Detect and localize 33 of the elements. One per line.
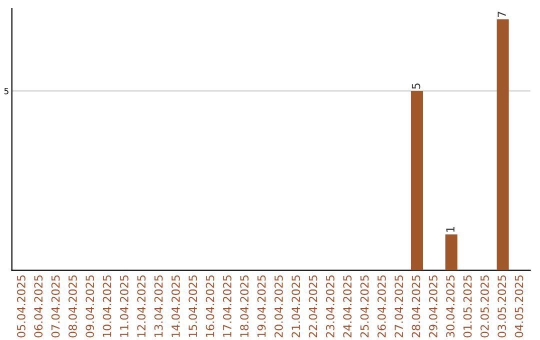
x-tick-label: 23.04.2025 (326, 275, 334, 338)
x-tick-label: 17.04.2025 (222, 275, 232, 337)
x-tick-label: 27.04.2025 (394, 275, 404, 338)
x-tick-label: 09.04.2025 (86, 275, 94, 338)
x-tick-label: 02.05.2025 (480, 275, 489, 338)
x-tick-label: 25.04.2025 (360, 275, 369, 338)
x-tick-label: 12.04.2025 (137, 275, 146, 337)
x-tick-label: 14.04.2025 (171, 275, 180, 337)
x-tick-label: 01.05.2025 (463, 275, 472, 338)
x-tick-label: 24.04.2025 (343, 275, 352, 338)
x-tick-label: 04.05.2025 (514, 275, 524, 338)
x-tick-label: 05.04.2025 (17, 275, 26, 338)
x-tick-label: 22.04.2025 (308, 275, 318, 338)
x-tick-label: 26.04.2025 (377, 275, 386, 338)
x-tick-label: 06.04.2025 (34, 275, 43, 338)
data-label: 5 (412, 83, 420, 89)
x-tick-label: 15.04.2025 (188, 275, 198, 337)
x-tick-label: 18.04.2025 (240, 275, 249, 337)
x-tick-label: 20.04.2025 (274, 275, 283, 338)
x-tick-label: 10.04.2025 (102, 275, 112, 337)
x-tick-label: 16.04.2025 (206, 275, 214, 337)
x-tick-label: 21.04.2025 (292, 275, 300, 338)
data-label: 7 (498, 12, 506, 17)
x-tick-label: 13.04.2025 (154, 275, 163, 337)
x-tick-label: 07.04.2025 (51, 275, 60, 338)
x-tick-label: 29.04.2025 (428, 275, 438, 338)
data-label: 1 (446, 227, 454, 232)
x-tick-label: 30.04.2025 (446, 275, 455, 338)
x-tick-label: 08.04.2025 (68, 275, 77, 338)
x-tick-label: 28.04.2025 (412, 275, 420, 338)
x-tick-label: 03.05.2025 (498, 275, 506, 338)
x-tick-label: 19.04.2025 (257, 275, 266, 337)
x-tick-label: 11.04.2025 (120, 275, 128, 337)
